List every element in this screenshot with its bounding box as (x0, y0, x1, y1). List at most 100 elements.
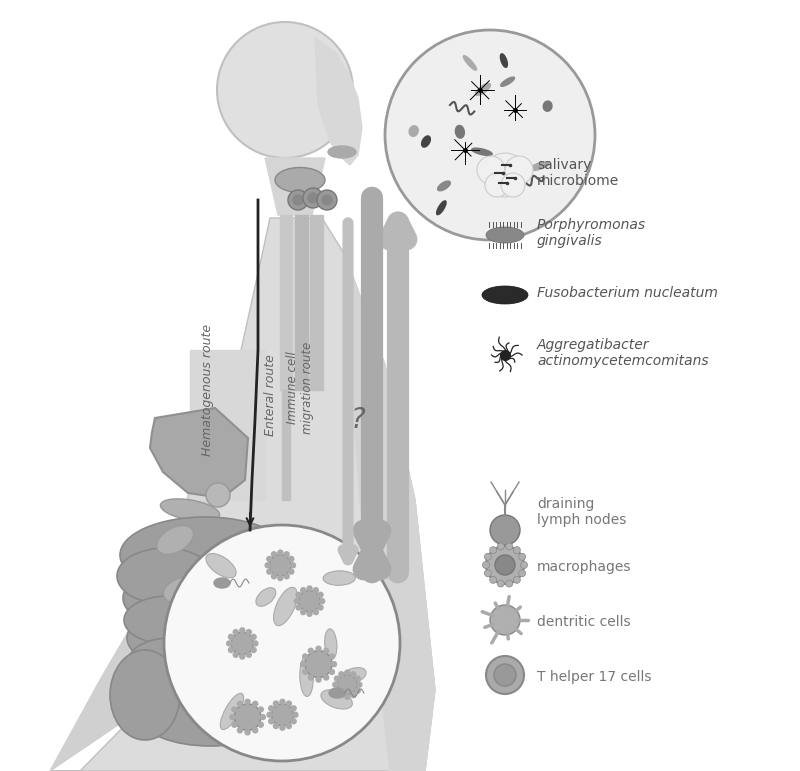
Circle shape (482, 561, 490, 568)
Circle shape (308, 193, 318, 203)
Ellipse shape (128, 638, 212, 686)
Ellipse shape (321, 690, 352, 709)
Circle shape (484, 554, 491, 561)
Circle shape (238, 702, 242, 706)
Circle shape (265, 563, 270, 567)
Ellipse shape (530, 162, 549, 170)
Ellipse shape (500, 54, 507, 67)
Circle shape (280, 699, 285, 705)
Circle shape (286, 701, 291, 706)
Circle shape (301, 588, 306, 593)
Ellipse shape (543, 101, 552, 111)
Circle shape (308, 648, 314, 653)
Circle shape (253, 728, 258, 732)
Circle shape (506, 580, 513, 587)
Text: draining
lymph nodes: draining lymph nodes (537, 497, 626, 527)
Circle shape (357, 682, 362, 687)
Polygon shape (50, 218, 435, 771)
Circle shape (307, 586, 312, 591)
Ellipse shape (236, 660, 300, 740)
Circle shape (296, 592, 301, 598)
Circle shape (385, 30, 595, 240)
Ellipse shape (157, 526, 194, 554)
Circle shape (258, 722, 263, 727)
Circle shape (318, 605, 323, 610)
Circle shape (485, 173, 509, 197)
Ellipse shape (256, 588, 276, 606)
Ellipse shape (341, 668, 366, 684)
Circle shape (299, 591, 320, 612)
Circle shape (280, 726, 285, 730)
Circle shape (234, 652, 238, 658)
Ellipse shape (300, 656, 314, 696)
Circle shape (490, 605, 520, 635)
Polygon shape (310, 215, 323, 390)
Ellipse shape (274, 588, 297, 625)
Circle shape (293, 195, 303, 205)
Ellipse shape (218, 538, 252, 562)
Ellipse shape (437, 201, 446, 214)
Text: salivary
microbiome: salivary microbiome (537, 158, 619, 188)
Circle shape (271, 574, 277, 579)
Polygon shape (280, 215, 292, 390)
Circle shape (251, 648, 256, 652)
Circle shape (229, 635, 234, 639)
Circle shape (514, 577, 520, 584)
Circle shape (355, 676, 360, 681)
Circle shape (274, 723, 278, 729)
Circle shape (246, 652, 251, 658)
Text: ?: ? (350, 406, 366, 434)
Circle shape (271, 704, 294, 726)
Ellipse shape (110, 650, 180, 740)
Circle shape (486, 656, 524, 694)
Circle shape (293, 712, 298, 717)
Circle shape (477, 156, 505, 184)
Circle shape (301, 610, 306, 614)
Circle shape (269, 719, 274, 724)
Circle shape (269, 705, 274, 711)
Text: Hematogenous route: Hematogenous route (202, 324, 214, 456)
Circle shape (490, 577, 497, 584)
Circle shape (238, 728, 242, 732)
Circle shape (278, 550, 283, 555)
Circle shape (217, 22, 353, 158)
Ellipse shape (329, 688, 345, 698)
Circle shape (164, 525, 400, 761)
Text: T helper 17 cells: T helper 17 cells (537, 670, 651, 684)
Circle shape (234, 704, 261, 730)
Circle shape (245, 730, 250, 735)
Circle shape (351, 692, 356, 698)
Circle shape (320, 598, 325, 604)
Circle shape (230, 715, 235, 719)
Polygon shape (150, 408, 248, 498)
Circle shape (274, 701, 278, 706)
Ellipse shape (204, 638, 280, 682)
Ellipse shape (131, 646, 279, 710)
Circle shape (231, 632, 254, 655)
Circle shape (286, 723, 291, 729)
Circle shape (505, 156, 533, 184)
Circle shape (294, 598, 299, 604)
Polygon shape (50, 380, 230, 771)
Circle shape (317, 190, 337, 210)
Ellipse shape (163, 576, 206, 604)
Circle shape (303, 188, 323, 208)
Ellipse shape (501, 77, 514, 86)
Ellipse shape (220, 693, 244, 729)
Text: Aggregatibacter
actinomycetemcomitans: Aggregatibacter actinomycetemcomitans (537, 338, 709, 368)
Circle shape (267, 557, 272, 561)
Circle shape (498, 580, 504, 587)
Circle shape (305, 651, 332, 678)
Circle shape (518, 554, 526, 561)
Ellipse shape (123, 562, 287, 634)
Circle shape (226, 641, 232, 646)
Circle shape (278, 575, 283, 581)
Circle shape (289, 557, 294, 561)
Ellipse shape (482, 286, 528, 304)
Circle shape (260, 715, 266, 719)
Circle shape (302, 669, 308, 675)
Ellipse shape (127, 604, 283, 672)
Circle shape (355, 689, 360, 693)
Ellipse shape (206, 554, 236, 577)
Ellipse shape (142, 690, 278, 746)
